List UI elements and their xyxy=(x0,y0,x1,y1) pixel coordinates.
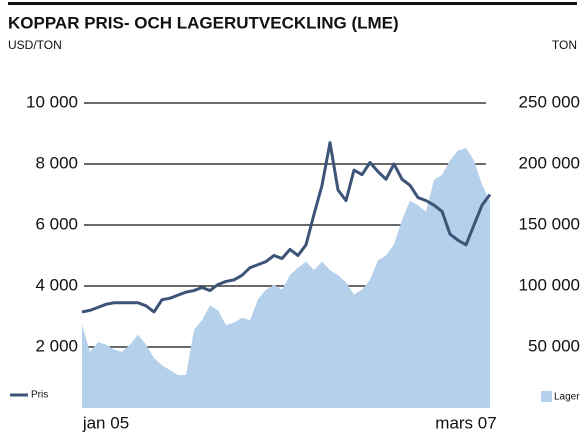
legend-label: Pris xyxy=(31,390,48,401)
y-tick-label: 10 000 xyxy=(26,92,78,111)
chart-title: KOPPAR PRIS- OCH LAGERUTVECKLING (LME) xyxy=(8,13,399,32)
area xyxy=(82,148,490,408)
top-rule xyxy=(8,2,577,5)
y2-axis-label: TON xyxy=(552,38,577,52)
x-tick-label: mars 07 xyxy=(435,413,496,432)
legend-swatch xyxy=(541,391,552,402)
y2-tick-label: 50 000 xyxy=(528,336,580,355)
y-tick-label: 6 000 xyxy=(35,214,78,233)
y-tick-label: 2 000 xyxy=(35,336,78,355)
y-tick-label: 8 000 xyxy=(35,153,78,172)
y2-tick-label: 150 000 xyxy=(519,214,580,233)
x-tick-label: jan 05 xyxy=(82,413,129,432)
y2-tick-label: 100 000 xyxy=(519,275,580,294)
y2-tick-label: 200 000 xyxy=(519,153,580,172)
legend-label: Lager xyxy=(554,392,580,403)
y2-tick-label: 250 000 xyxy=(519,92,580,111)
line xyxy=(81,141,492,314)
y-axis-label: USD/TON xyxy=(8,38,62,52)
y-tick-label: 4 000 xyxy=(35,275,78,294)
